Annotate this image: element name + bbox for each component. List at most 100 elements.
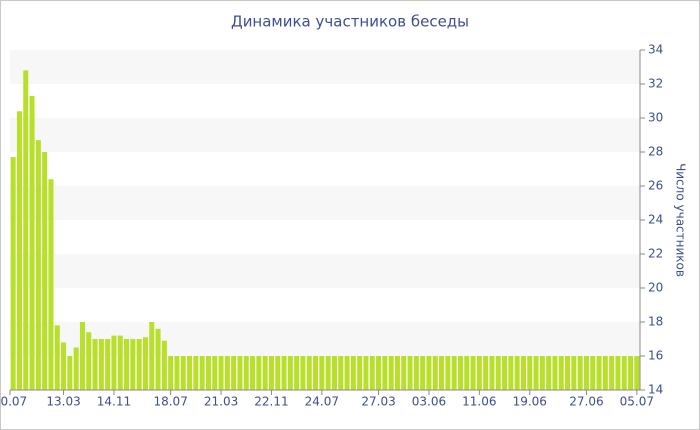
bar [86, 332, 92, 390]
bar [533, 356, 539, 390]
bar [407, 356, 413, 390]
x-tick-label: 03.06 [412, 395, 446, 409]
bar [42, 152, 48, 390]
grid-band [10, 186, 640, 220]
bar [476, 356, 482, 390]
x-tick-label: 19.06 [513, 395, 547, 409]
bar [394, 356, 400, 390]
bar [565, 356, 571, 390]
y-tick-label: 34 [648, 43, 663, 57]
bar [23, 70, 29, 391]
bar [344, 356, 350, 390]
y-tick-label: 22 [648, 247, 663, 261]
y-tick-label: 24 [648, 213, 663, 227]
bar [338, 356, 344, 390]
bar [539, 356, 545, 390]
bar [256, 356, 262, 390]
y-axis-label: Число участников [674, 163, 688, 277]
bar [262, 356, 268, 390]
x-tick-label: 24.07 [305, 395, 339, 409]
bar [79, 322, 85, 390]
bar [520, 356, 526, 390]
bar [590, 356, 596, 390]
bar [382, 356, 388, 390]
y-tick-label: 16 [648, 349, 663, 363]
bar [29, 95, 35, 391]
bar [376, 356, 382, 390]
y-tick-label: 28 [648, 145, 663, 159]
bar [508, 356, 514, 390]
bar [161, 340, 167, 390]
bar [35, 140, 41, 390]
bar [357, 356, 363, 390]
bar [67, 356, 73, 390]
bar [445, 356, 451, 390]
bar [281, 356, 287, 390]
bar [237, 356, 243, 390]
bar [243, 356, 249, 390]
bar [401, 356, 407, 390]
bar [457, 356, 463, 390]
bar [149, 322, 155, 390]
grid-band [10, 50, 640, 84]
x-tick-label: 05.07 [620, 395, 654, 409]
bar [363, 356, 369, 390]
x-tick-label: 27.06 [569, 395, 603, 409]
bar [212, 356, 218, 390]
bar [602, 356, 608, 390]
bar [634, 356, 640, 390]
bar [130, 339, 136, 390]
bar [369, 356, 375, 390]
bar [325, 356, 331, 390]
bar [470, 356, 476, 390]
bar [224, 356, 230, 390]
bar [92, 339, 98, 390]
bar [111, 335, 117, 390]
bar [155, 328, 161, 390]
bar [432, 356, 438, 390]
bar [205, 356, 211, 390]
bar [218, 356, 224, 390]
bar [527, 356, 533, 390]
bar [124, 339, 130, 390]
bar [495, 356, 501, 390]
bar [306, 356, 312, 390]
bar [199, 356, 205, 390]
x-tick-label: 18.07 [153, 395, 187, 409]
bar [596, 356, 602, 390]
bar [231, 356, 237, 390]
y-tick-label: 18 [648, 315, 663, 329]
bar [10, 157, 16, 390]
x-tick-label: 27.03 [361, 395, 395, 409]
x-tick-label: 11.06 [462, 395, 496, 409]
x-tick-label: 22.11 [254, 395, 288, 409]
bar [583, 356, 589, 390]
bar [571, 356, 577, 390]
bar [577, 356, 583, 390]
x-tick-label: 14.11 [97, 395, 131, 409]
bar [489, 356, 495, 390]
bar [275, 356, 281, 390]
bar [331, 356, 337, 390]
bar [413, 356, 419, 390]
bar [174, 356, 180, 390]
bar [142, 337, 148, 390]
bar [552, 356, 558, 390]
bar [621, 356, 627, 390]
bar [546, 356, 552, 390]
bar [136, 339, 142, 390]
bar [73, 347, 79, 390]
x-tick-label: 10.07 [0, 395, 27, 409]
bar [420, 356, 426, 390]
bar [193, 356, 199, 390]
y-tick-label: 26 [648, 179, 663, 193]
bar [558, 356, 564, 390]
grid-band [10, 322, 640, 356]
bar [168, 356, 174, 390]
bar [615, 356, 621, 390]
bar [451, 356, 457, 390]
bar [250, 356, 256, 390]
bar [54, 325, 60, 390]
bar [117, 335, 123, 390]
bar [502, 356, 508, 390]
